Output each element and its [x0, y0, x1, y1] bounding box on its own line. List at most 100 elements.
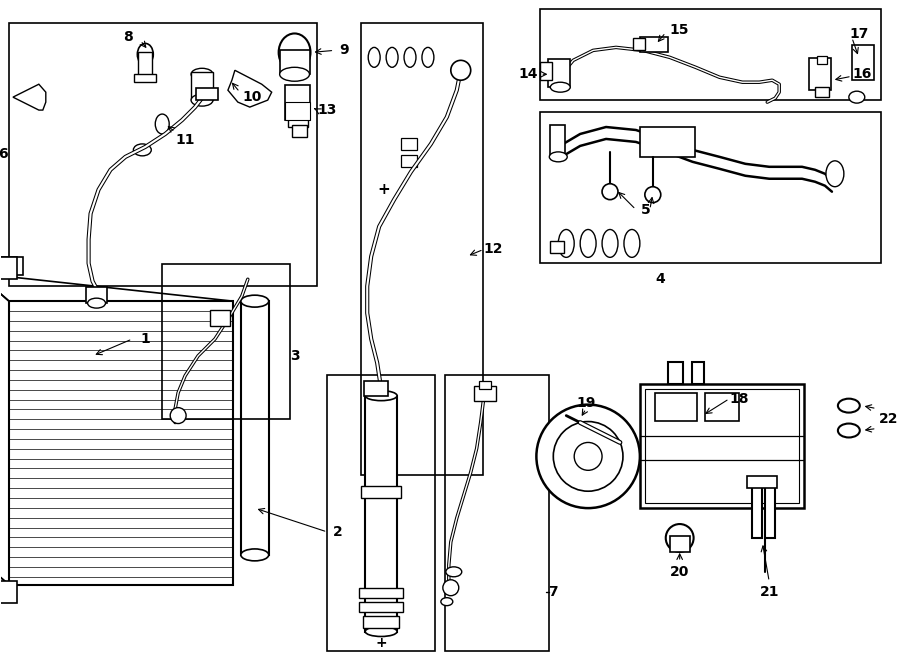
Bar — [705, 393, 740, 420]
Circle shape — [554, 422, 623, 491]
Text: 5: 5 — [641, 202, 651, 217]
Ellipse shape — [87, 298, 105, 308]
Bar — [280, 50, 310, 74]
Ellipse shape — [550, 82, 571, 92]
Ellipse shape — [138, 44, 153, 65]
Ellipse shape — [279, 34, 310, 71]
Ellipse shape — [156, 114, 169, 134]
Bar — [640, 38, 668, 52]
Bar — [210, 310, 230, 326]
Bar — [445, 375, 549, 652]
Text: 15: 15 — [670, 24, 689, 38]
Bar — [765, 486, 775, 538]
Ellipse shape — [241, 295, 269, 307]
Bar — [284, 85, 310, 120]
Bar — [9, 301, 233, 585]
Ellipse shape — [838, 399, 860, 412]
Bar — [548, 59, 571, 87]
Polygon shape — [0, 273, 9, 585]
Bar — [361, 486, 401, 498]
Ellipse shape — [365, 391, 397, 401]
Bar — [550, 125, 565, 157]
Text: 18: 18 — [730, 392, 749, 406]
Bar — [134, 74, 157, 82]
Bar — [364, 381, 388, 396]
Bar — [364, 615, 399, 627]
Ellipse shape — [624, 229, 640, 257]
Bar — [691, 362, 704, 384]
Ellipse shape — [280, 67, 310, 81]
Ellipse shape — [191, 68, 213, 80]
Bar — [196, 88, 218, 100]
Text: 4: 4 — [655, 272, 665, 286]
Bar — [670, 536, 689, 552]
Bar — [540, 112, 881, 263]
Text: 2: 2 — [332, 525, 342, 539]
Text: 16: 16 — [852, 67, 871, 81]
Bar — [550, 241, 564, 253]
Text: 22: 22 — [878, 412, 898, 426]
Ellipse shape — [422, 48, 434, 67]
Ellipse shape — [191, 94, 213, 106]
Bar — [292, 125, 307, 137]
Bar — [479, 381, 490, 389]
Ellipse shape — [549, 152, 567, 162]
Bar — [9, 22, 318, 286]
Bar — [645, 389, 799, 503]
Text: 1: 1 — [140, 332, 150, 346]
Ellipse shape — [446, 567, 462, 577]
Ellipse shape — [365, 627, 397, 637]
Bar — [191, 72, 213, 100]
Text: 11: 11 — [176, 133, 195, 147]
Bar — [473, 386, 496, 401]
Bar — [401, 155, 417, 167]
Circle shape — [536, 405, 640, 508]
Bar — [361, 22, 482, 475]
Polygon shape — [13, 84, 46, 110]
Polygon shape — [228, 70, 272, 107]
Circle shape — [451, 60, 471, 80]
Bar — [640, 127, 695, 157]
Ellipse shape — [602, 229, 618, 257]
Bar — [540, 9, 881, 100]
Circle shape — [574, 442, 602, 471]
Text: 14: 14 — [518, 67, 538, 81]
Bar — [284, 102, 310, 120]
Text: 17: 17 — [849, 28, 868, 42]
Ellipse shape — [386, 48, 398, 67]
Ellipse shape — [133, 144, 151, 156]
Text: 6: 6 — [0, 147, 8, 161]
Bar — [359, 588, 403, 598]
Text: 19: 19 — [577, 396, 596, 410]
Bar — [0, 581, 17, 603]
Bar — [851, 46, 874, 80]
Text: +: + — [375, 637, 387, 650]
Text: 8: 8 — [123, 30, 133, 44]
Bar — [86, 288, 107, 303]
Bar — [0, 257, 17, 279]
Bar — [633, 38, 645, 50]
Bar — [241, 301, 269, 555]
Text: 9: 9 — [339, 44, 349, 58]
Circle shape — [170, 408, 186, 424]
Ellipse shape — [368, 48, 380, 67]
Polygon shape — [0, 273, 233, 301]
Ellipse shape — [241, 549, 269, 561]
Bar — [139, 52, 152, 77]
Bar — [640, 384, 804, 508]
Bar — [365, 396, 397, 631]
Bar — [815, 87, 829, 97]
Bar — [328, 375, 435, 652]
Ellipse shape — [441, 598, 453, 605]
Circle shape — [602, 184, 618, 200]
Circle shape — [666, 524, 694, 552]
Text: 10: 10 — [242, 90, 262, 104]
Bar — [401, 138, 417, 150]
Ellipse shape — [838, 424, 860, 438]
Text: 20: 20 — [670, 564, 689, 579]
Text: 12: 12 — [484, 243, 503, 256]
Bar — [747, 477, 778, 488]
Bar — [655, 393, 697, 420]
Ellipse shape — [558, 229, 574, 257]
Bar — [668, 362, 683, 384]
